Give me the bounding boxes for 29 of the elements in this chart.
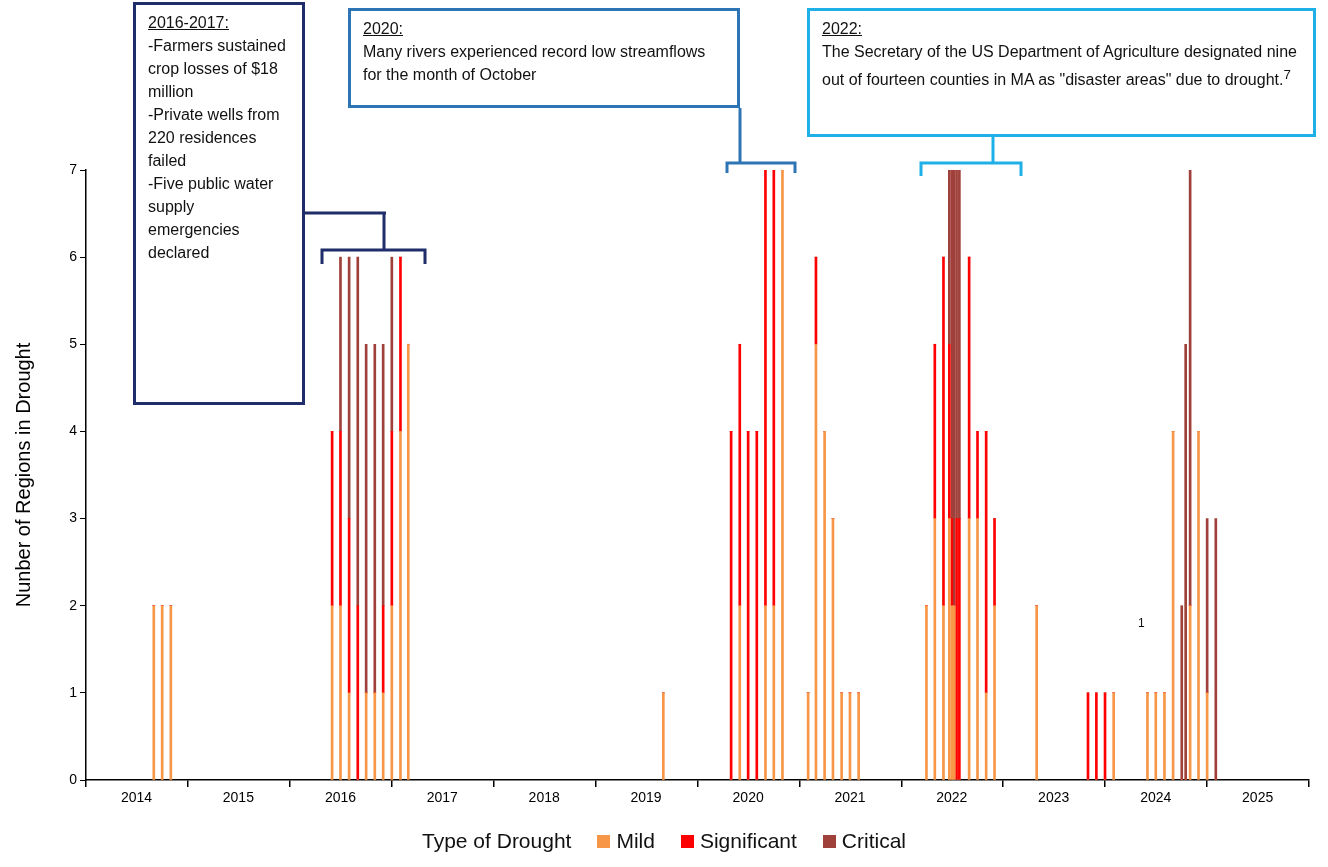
legend-label: Mild xyxy=(616,829,655,853)
x-tick-label: 2016 xyxy=(324,789,357,806)
y-tick-label: 4 xyxy=(69,422,78,439)
x-tick-label: 2019 xyxy=(630,789,662,806)
x-tick-label: 2025 xyxy=(1242,789,1274,806)
y-tick-label: 1 xyxy=(69,683,78,700)
x-tick-label: 2021 xyxy=(834,789,866,806)
x-tick-label: 2023 xyxy=(1038,789,1070,806)
y-axis-title: Nunber of Regions in Drought xyxy=(11,342,34,608)
text: 2022: The Secretary of the US Department of Agriculture designated nine out of fourteen counties in MA as "disaster areas" due to drought.$^{7}$ xyxy=(822,19,1298,91)
text: 2020: Many rivers experienced record low streamflows for the month of October xyxy=(363,19,707,85)
legend-title: Type of Drought xyxy=(422,829,572,853)
y-tick-label: 3 xyxy=(69,509,78,526)
y-tick-label: 5 xyxy=(69,335,78,352)
x-tick-label: 2020 xyxy=(732,789,764,806)
x-tick-label: 2022 xyxy=(936,789,968,806)
x-tick-label: 2014 xyxy=(120,789,153,806)
y-tick-label: 0 xyxy=(69,770,78,787)
x-tick-label: 2024 xyxy=(1140,789,1172,806)
y-tick-label: 6 xyxy=(69,248,78,264)
text: 2016-2017: -Farmers sustained crop losses of $18 million -Private wells from 220 residences failed -Five public water supply emergencies declared xyxy=(148,14,286,261)
legend-label: Critical xyxy=(841,829,906,853)
annotation: 1 xyxy=(1138,615,1146,632)
x-tick-label: 2015 xyxy=(222,789,255,806)
legend-label: Significant xyxy=(699,829,797,853)
x-tick-label: 2017 xyxy=(426,789,459,806)
x-tick-label: 2018 xyxy=(528,789,560,806)
y-tick-label: 7 xyxy=(69,160,78,177)
y-tick-label: 2 xyxy=(69,596,78,613)
